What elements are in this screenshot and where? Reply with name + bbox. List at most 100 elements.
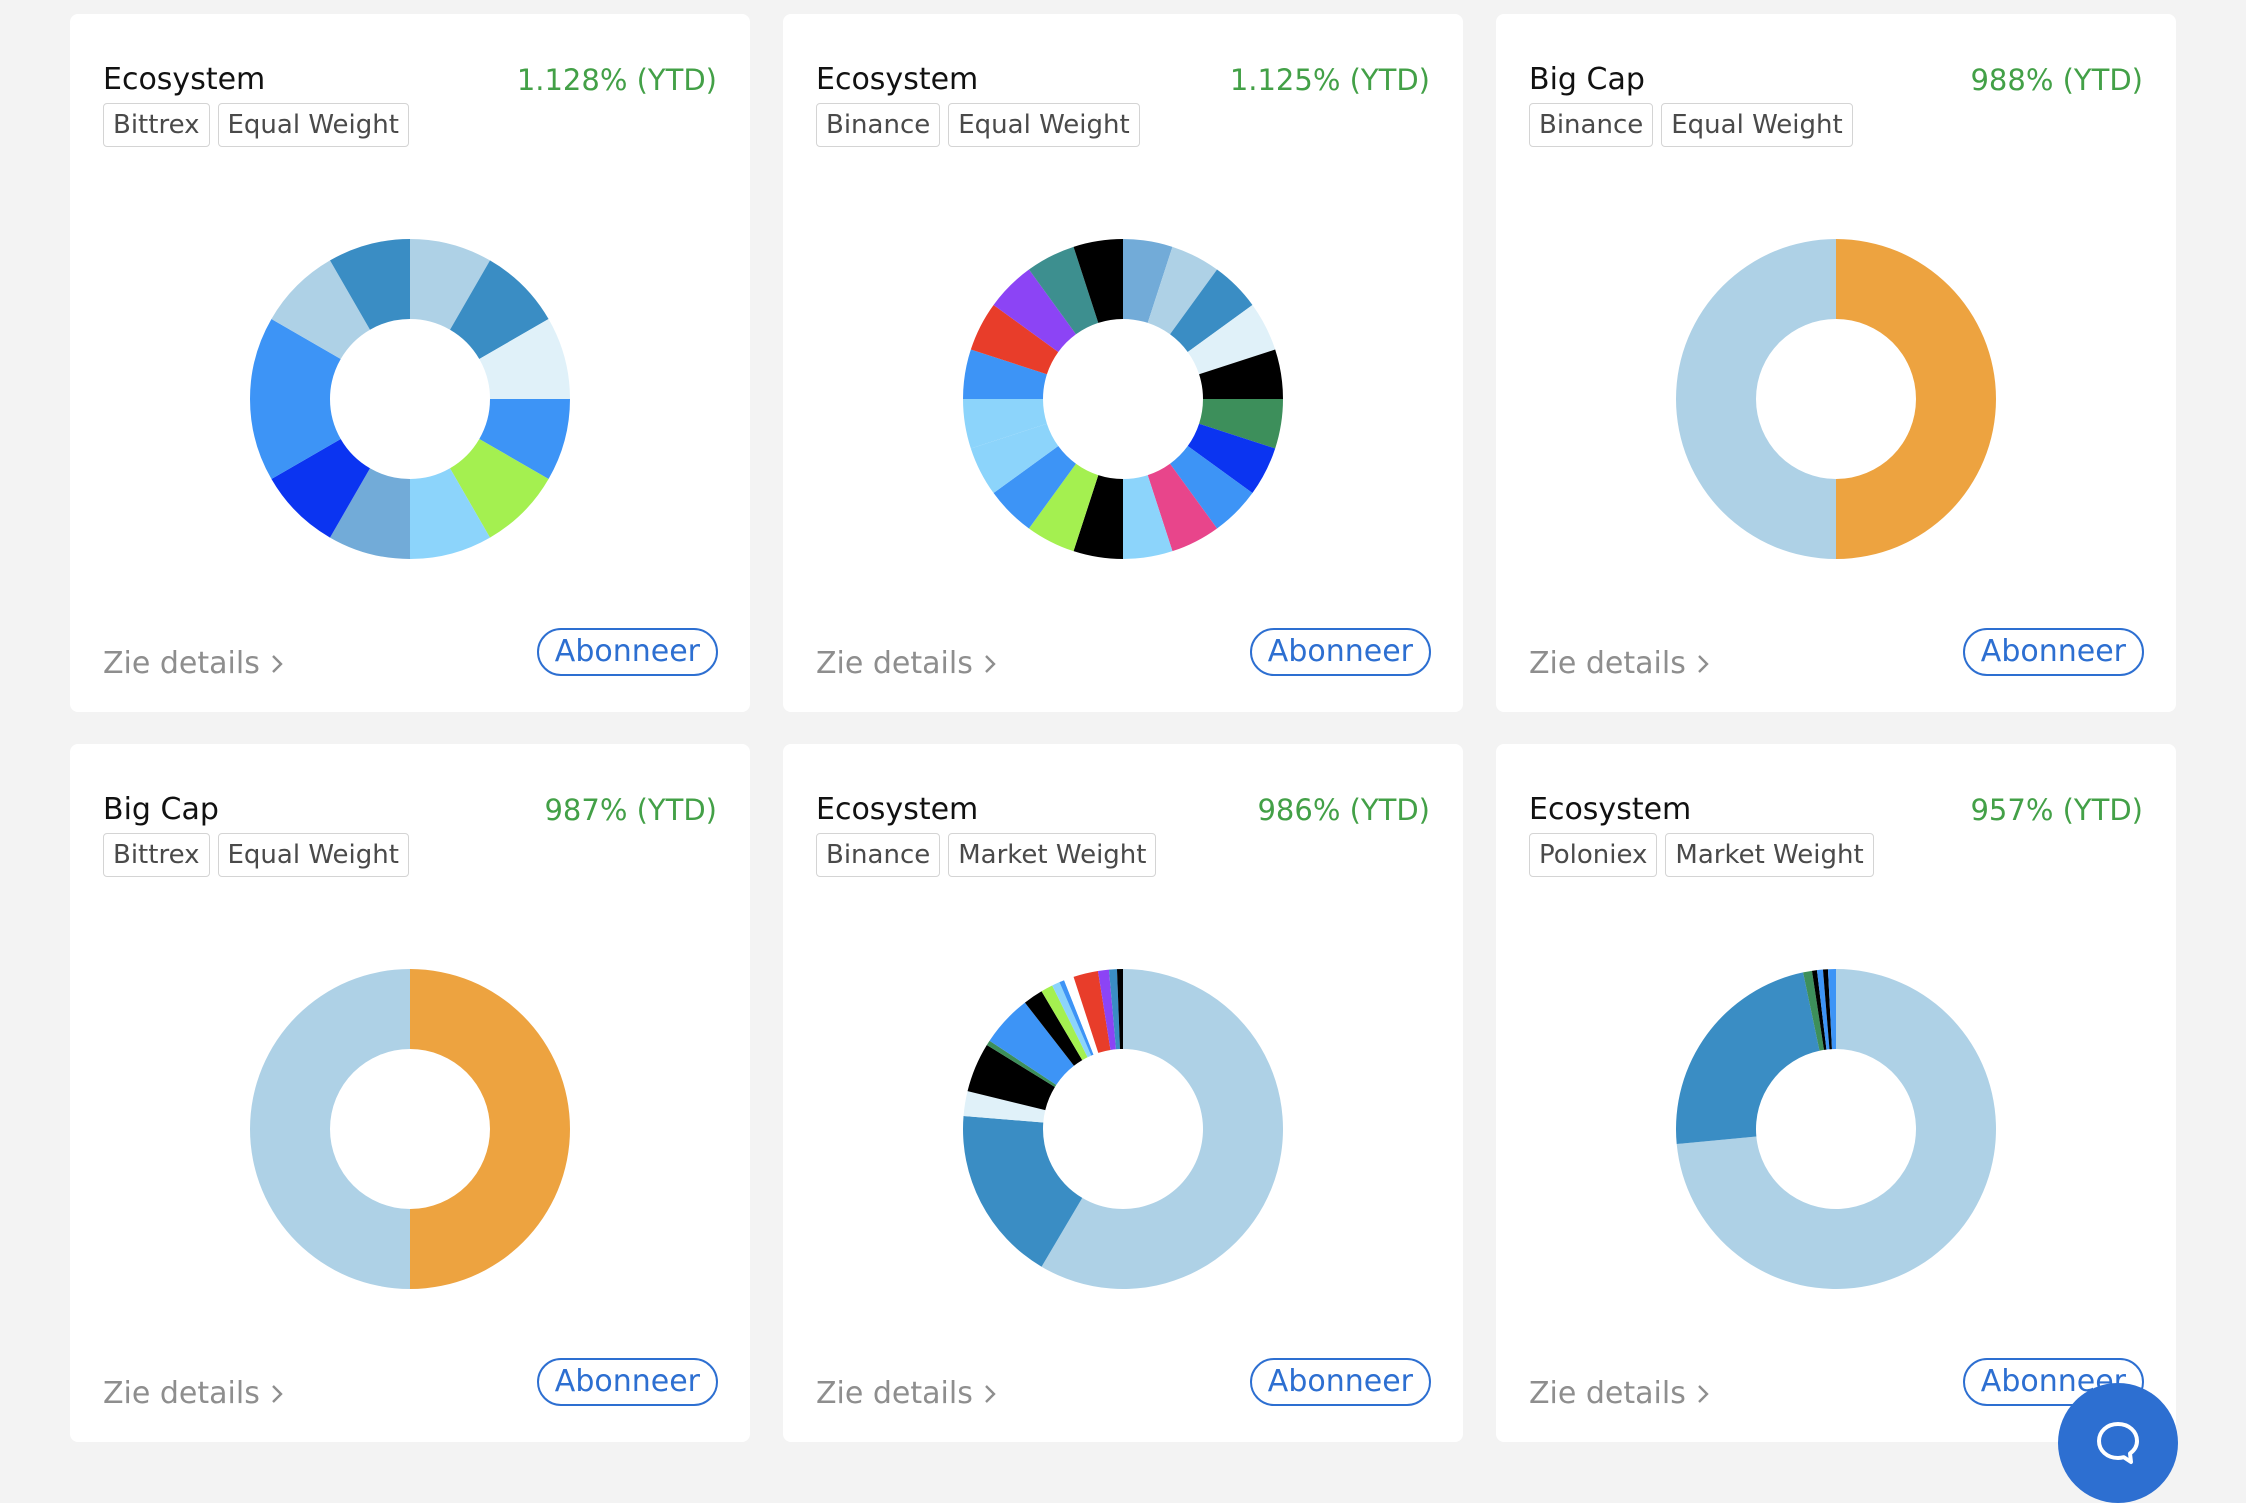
ytd-performance: 1.125% (YTD): [1229, 63, 1430, 97]
subscribe-button[interactable]: Abonneer: [536, 628, 718, 676]
ytd-performance: 1.128% (YTD): [516, 63, 717, 97]
see-details-label: Zie details: [816, 1376, 973, 1411]
exchange-tag: Binance: [816, 833, 941, 877]
donut-segment: [1199, 349, 1283, 399]
donut-segment: [250, 319, 341, 399]
donut-segment: [1041, 985, 1088, 1061]
donut-segment: [986, 1040, 1057, 1087]
portfolio-card: Ecosystem 1.128% (YTD) Bittrex Equal Wei…: [70, 14, 750, 712]
chevron-right-icon: [984, 1385, 996, 1403]
exchange-tag: Poloniex: [1529, 833, 1658, 877]
card-title: Ecosystem: [1529, 792, 1692, 827]
portfolio-grid: Ecosystem 1.128% (YTD) Bittrex Equal Wei…: [70, 14, 2176, 1442]
ytd-performance: 987% (YTD): [544, 793, 717, 827]
donut-segment: [1170, 446, 1253, 529]
see-details-link[interactable]: Zie details: [1529, 644, 1710, 684]
subscribe-button[interactable]: Abonneer: [1962, 1358, 2144, 1406]
donut-segment: [1073, 475, 1123, 559]
donut-segment: [1108, 969, 1120, 1050]
donut-segment: [1199, 399, 1283, 449]
weighting-tag: Market Weight: [948, 833, 1157, 877]
donut-segment: [1676, 972, 1820, 1145]
donut-segment: [1041, 969, 1283, 1289]
chevron-right-icon: [1697, 1385, 1709, 1403]
donut-segment: [970, 423, 1059, 494]
chevron-right-icon: [271, 655, 283, 673]
see-details-label: Zie details: [816, 646, 973, 681]
see-details-link[interactable]: Zie details: [1529, 1374, 1710, 1414]
allocation-donut-chart: [963, 969, 1283, 1289]
weighting-tag: Equal Weight: [948, 103, 1140, 147]
exchange-tag: Binance: [816, 103, 941, 147]
donut-segment: [963, 399, 1047, 449]
donut-segment: [1170, 269, 1253, 352]
weighting-tag: Equal Weight: [1661, 103, 1853, 147]
subscribe-button[interactable]: Abonneer: [1962, 628, 2144, 676]
chat-button[interactable]: [2058, 1383, 2178, 1503]
allocation-donut-chart: [1676, 239, 1996, 559]
donut-segment: [479, 319, 570, 399]
donut-segment: [1097, 969, 1116, 1050]
donut-segment: [450, 260, 549, 359]
tag-list: Bittrex Equal Weight: [103, 103, 409, 147]
donut-segment: [963, 1091, 1046, 1123]
donut-segment: [1147, 463, 1218, 552]
donut-segment: [1803, 970, 1824, 1051]
donut-segment: [1836, 239, 1996, 559]
donut-segment: [967, 1044, 1055, 1111]
donut-segment: [250, 969, 410, 1289]
donut-segment: [1064, 976, 1099, 1055]
donut-segment: [993, 269, 1076, 352]
donut-segment: [1187, 423, 1276, 494]
donut-segment: [410, 239, 490, 330]
donut-segment: [271, 439, 370, 538]
portfolio-card: Ecosystem 1.125% (YTD) Binance Equal Wei…: [783, 14, 1463, 712]
donut-segment: [1811, 970, 1827, 1050]
chevron-right-icon: [271, 1385, 283, 1403]
chevron-right-icon: [984, 655, 996, 673]
donut-segment: [1123, 239, 1173, 323]
donut-segment: [330, 239, 410, 330]
donut-segment: [963, 1115, 1083, 1267]
donut-segment: [1073, 970, 1111, 1053]
allocation-donut-chart: [1676, 969, 1996, 1289]
weighting-tag: Equal Weight: [217, 833, 409, 877]
donut-segment: [1059, 980, 1094, 1056]
ytd-performance: 988% (YTD): [1970, 63, 2143, 97]
chevron-right-icon: [1697, 655, 1709, 673]
see-details-label: Zie details: [1529, 646, 1686, 681]
donut-segment: [271, 260, 370, 359]
see-details-link[interactable]: Zie details: [103, 1374, 284, 1414]
donut-segment: [1676, 239, 1836, 559]
tag-list: Bittrex Equal Weight: [103, 833, 409, 877]
see-details-label: Zie details: [103, 1376, 260, 1411]
donut-segment: [1123, 475, 1173, 559]
donut-segment: [963, 349, 1047, 399]
donut-segment: [450, 439, 549, 538]
donut-segment: [1147, 246, 1218, 335]
subscribe-button[interactable]: Abonneer: [536, 1358, 718, 1406]
see-details-link[interactable]: Zie details: [816, 644, 997, 684]
ytd-performance: 986% (YTD): [1257, 793, 1430, 827]
donut-segment: [1827, 969, 1836, 1050]
card-title: Big Cap: [1529, 62, 1645, 97]
donut-segment: [1116, 969, 1123, 1050]
exchange-tag: Binance: [1529, 103, 1654, 147]
donut-segment: [330, 468, 410, 559]
exchange-tag: Bittrex: [103, 833, 210, 877]
donut-segment: [250, 399, 341, 479]
allocation-donut-chart: [250, 969, 570, 1289]
allocation-donut-chart: [963, 239, 1283, 559]
ytd-performance: 957% (YTD): [1970, 793, 2143, 827]
donut-segment: [479, 399, 570, 479]
donut-segment: [1187, 304, 1276, 375]
donut-segment: [1024, 991, 1083, 1066]
donut-segment: [993, 446, 1076, 529]
tag-list: Poloniex Market Weight: [1529, 833, 1874, 877]
subscribe-button[interactable]: Abonneer: [1249, 628, 1431, 676]
card-title: Big Cap: [103, 792, 219, 827]
subscribe-button[interactable]: Abonneer: [1249, 1358, 1431, 1406]
donut-segment: [410, 969, 570, 1289]
see-details-link[interactable]: Zie details: [816, 1374, 997, 1414]
see-details-link[interactable]: Zie details: [103, 644, 284, 684]
